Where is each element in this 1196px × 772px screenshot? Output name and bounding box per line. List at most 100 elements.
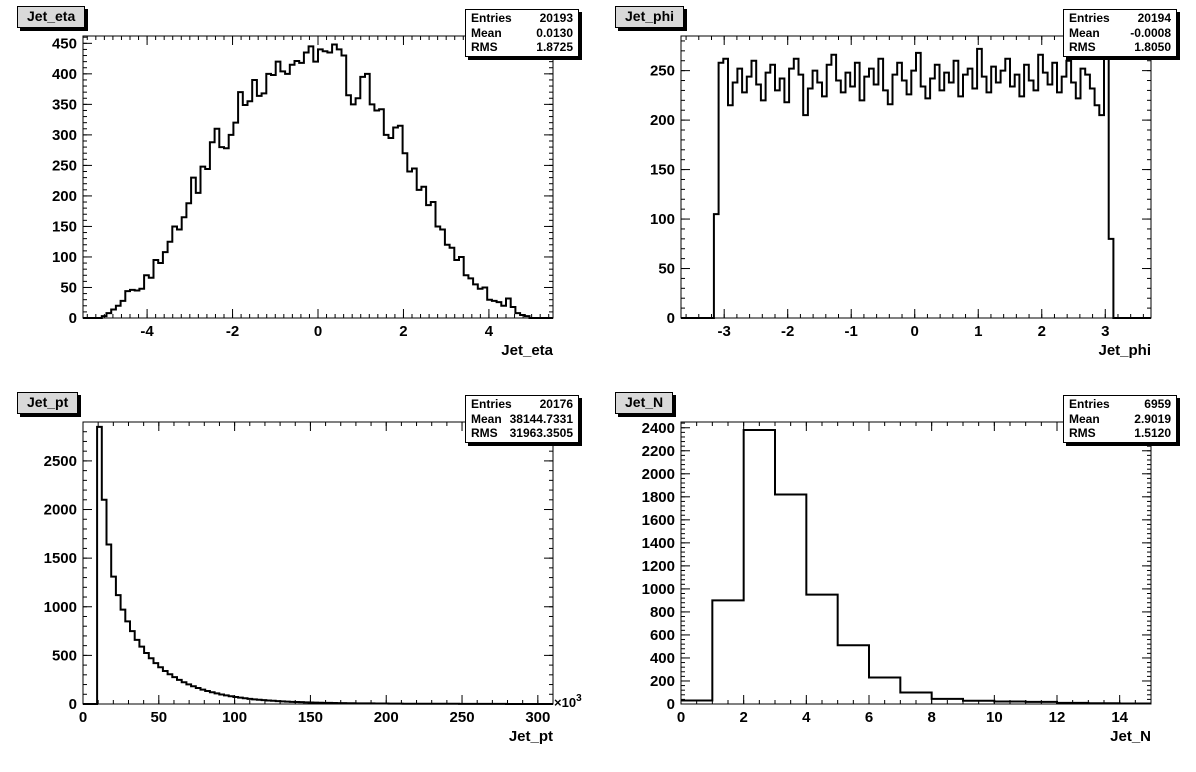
pad-title-jet-eta: Jet_eta [17, 6, 86, 28]
stats-label: Entries [471, 11, 512, 25]
stats-label: Mean [471, 25, 502, 40]
stats-row-entries: Entries 20176 [466, 397, 578, 412]
stats-row-mean: Mean 38144.7331 [466, 412, 578, 427]
svg-text:4: 4 [802, 709, 811, 726]
pad-title-text: Jet_pt [27, 394, 69, 410]
svg-text:2500: 2500 [44, 453, 77, 470]
svg-text:1000: 1000 [642, 581, 675, 598]
svg-text:100: 100 [650, 211, 675, 228]
stats-value: 1.8725 [536, 40, 573, 54]
stats-label: Entries [1069, 11, 1110, 25]
svg-text:250: 250 [650, 63, 675, 80]
svg-text:1800: 1800 [642, 489, 675, 506]
svg-text:12: 12 [1049, 709, 1066, 726]
svg-text:300: 300 [52, 127, 77, 144]
stats-row-rms: RMS 31963.3505 [466, 426, 578, 441]
svg-text:50: 50 [150, 709, 167, 726]
svg-text:400: 400 [52, 66, 77, 83]
jet-phi-plot-area: -3 -2 -1 0 1 2 3 0 50 100 150 200 250 Jet_phi [650, 35, 1152, 359]
svg-text:250: 250 [52, 157, 77, 174]
svg-text:1400: 1400 [642, 535, 675, 552]
stats-label: RMS [1069, 426, 1096, 440]
svg-text:2: 2 [739, 709, 747, 726]
pad-jet-eta: -4 -2 0 2 4 0 50 100 150 200 250 300 350 400 450 Jet_et… [0, 0, 598, 386]
svg-text:2: 2 [399, 323, 407, 340]
svg-text:2400: 2400 [642, 420, 675, 437]
svg-text:3: 3 [1101, 323, 1109, 340]
stats-row-mean: Mean 0.0130 [466, 26, 578, 41]
svg-text:0: 0 [677, 709, 685, 726]
svg-text:200: 200 [52, 188, 77, 205]
stats-label: Mean [1069, 411, 1100, 426]
x-axis [685, 36, 1144, 318]
svg-text:2000: 2000 [642, 466, 675, 483]
stats-box-jet-pt: Entries 20176 Mean 38144.7331 RMS 31963.… [465, 395, 579, 443]
svg-text:0: 0 [79, 709, 87, 726]
svg-text:-4: -4 [140, 323, 154, 340]
svg-text:50: 50 [658, 261, 675, 278]
stats-row-mean: Mean -0.0008 [1064, 26, 1176, 41]
stats-value: 31963.3505 [509, 426, 573, 440]
stats-row-entries: Entries 6959 [1064, 397, 1176, 412]
svg-text:150: 150 [298, 709, 323, 726]
frame [680, 421, 1152, 705]
stats-value: 6959 [1144, 397, 1171, 411]
stats-label: RMS [1069, 40, 1096, 54]
x-axis-title: Jet_pt [509, 728, 553, 745]
histogram-line [83, 425, 553, 705]
svg-text:0: 0 [667, 696, 675, 713]
pad-title-text: Jet_N [625, 394, 664, 410]
svg-text:350: 350 [52, 96, 77, 113]
pad-title-jet-pt: Jet_pt [17, 392, 79, 414]
stats-box-jet-eta: Entries 20193 Mean 0.0130 RMS 1.8725 [465, 9, 579, 57]
svg-text:-2: -2 [226, 323, 239, 340]
pad-title-jet-phi: Jet_phi [615, 6, 685, 28]
svg-text:0: 0 [69, 696, 77, 713]
histogram-line [681, 429, 1151, 705]
pad-title-jet-n: Jet_N [615, 392, 674, 414]
stats-row-entries: Entries 20193 [466, 11, 578, 26]
svg-text:100: 100 [222, 709, 247, 726]
x-axis-title: Jet_eta [501, 342, 553, 359]
svg-text:14: 14 [1111, 709, 1128, 726]
svg-text:1200: 1200 [642, 558, 675, 575]
stats-box-jet-n: Entries 6959 Mean 2.9019 RMS 1.5120 [1063, 395, 1177, 443]
jet-n-plot-area: 0 2 4 6 8 10 12 14 0 200 400 600 800 1000 1200 1400 1600… [642, 420, 1152, 745]
frame [82, 421, 554, 705]
svg-text:1000: 1000 [44, 599, 77, 616]
svg-text:-2: -2 [781, 323, 794, 340]
svg-text:50: 50 [60, 279, 77, 296]
stats-label: RMS [471, 40, 498, 54]
stats-row-rms: RMS 1.8050 [1064, 40, 1176, 55]
jet-pt-plot-area: 0 50 100 150 200 250 300 0 500 1000 1500 2000 2500 Je… [44, 421, 582, 745]
stats-label: RMS [471, 426, 498, 440]
stats-row-rms: RMS 1.5120 [1064, 426, 1176, 441]
svg-text:1: 1 [974, 323, 982, 340]
stats-value: 20194 [1137, 11, 1171, 25]
stats-value: 1.8050 [1134, 40, 1171, 54]
svg-text:0: 0 [911, 323, 919, 340]
stats-label: Mean [471, 411, 502, 426]
svg-text:0: 0 [667, 310, 675, 327]
y-axis [681, 422, 1151, 705]
stats-value: 20176 [539, 397, 573, 411]
stats-value: 2.9019 [1134, 411, 1171, 426]
histogram-line [681, 47, 1151, 319]
svg-text:-1: -1 [845, 323, 858, 340]
stats-row-entries: Entries 20194 [1064, 11, 1176, 26]
stats-value: -0.0008 [1130, 25, 1171, 40]
svg-text:200: 200 [650, 673, 675, 690]
svg-text:2000: 2000 [44, 502, 77, 519]
svg-text:1600: 1600 [642, 512, 675, 529]
x-axis-title: Jet_N [1110, 728, 1151, 745]
stats-row-mean: Mean 2.9019 [1064, 412, 1176, 427]
svg-text:400: 400 [650, 650, 675, 667]
stats-box-jet-phi: Entries 20194 Mean -0.0008 RMS 1.8050 [1063, 9, 1177, 57]
svg-text:4: 4 [485, 323, 494, 340]
svg-text:2: 2 [1038, 323, 1046, 340]
pad-jet-n: 0 2 4 6 8 10 12 14 0 200 400 600 800 1000 1200 1400 1600… [598, 386, 1196, 772]
svg-text:600: 600 [650, 627, 675, 644]
svg-text:150: 150 [650, 162, 675, 179]
jet-eta-plot-area: -4 -2 0 2 4 0 50 100 150 200 250 300 350 400 450 Jet_et… [52, 35, 554, 359]
